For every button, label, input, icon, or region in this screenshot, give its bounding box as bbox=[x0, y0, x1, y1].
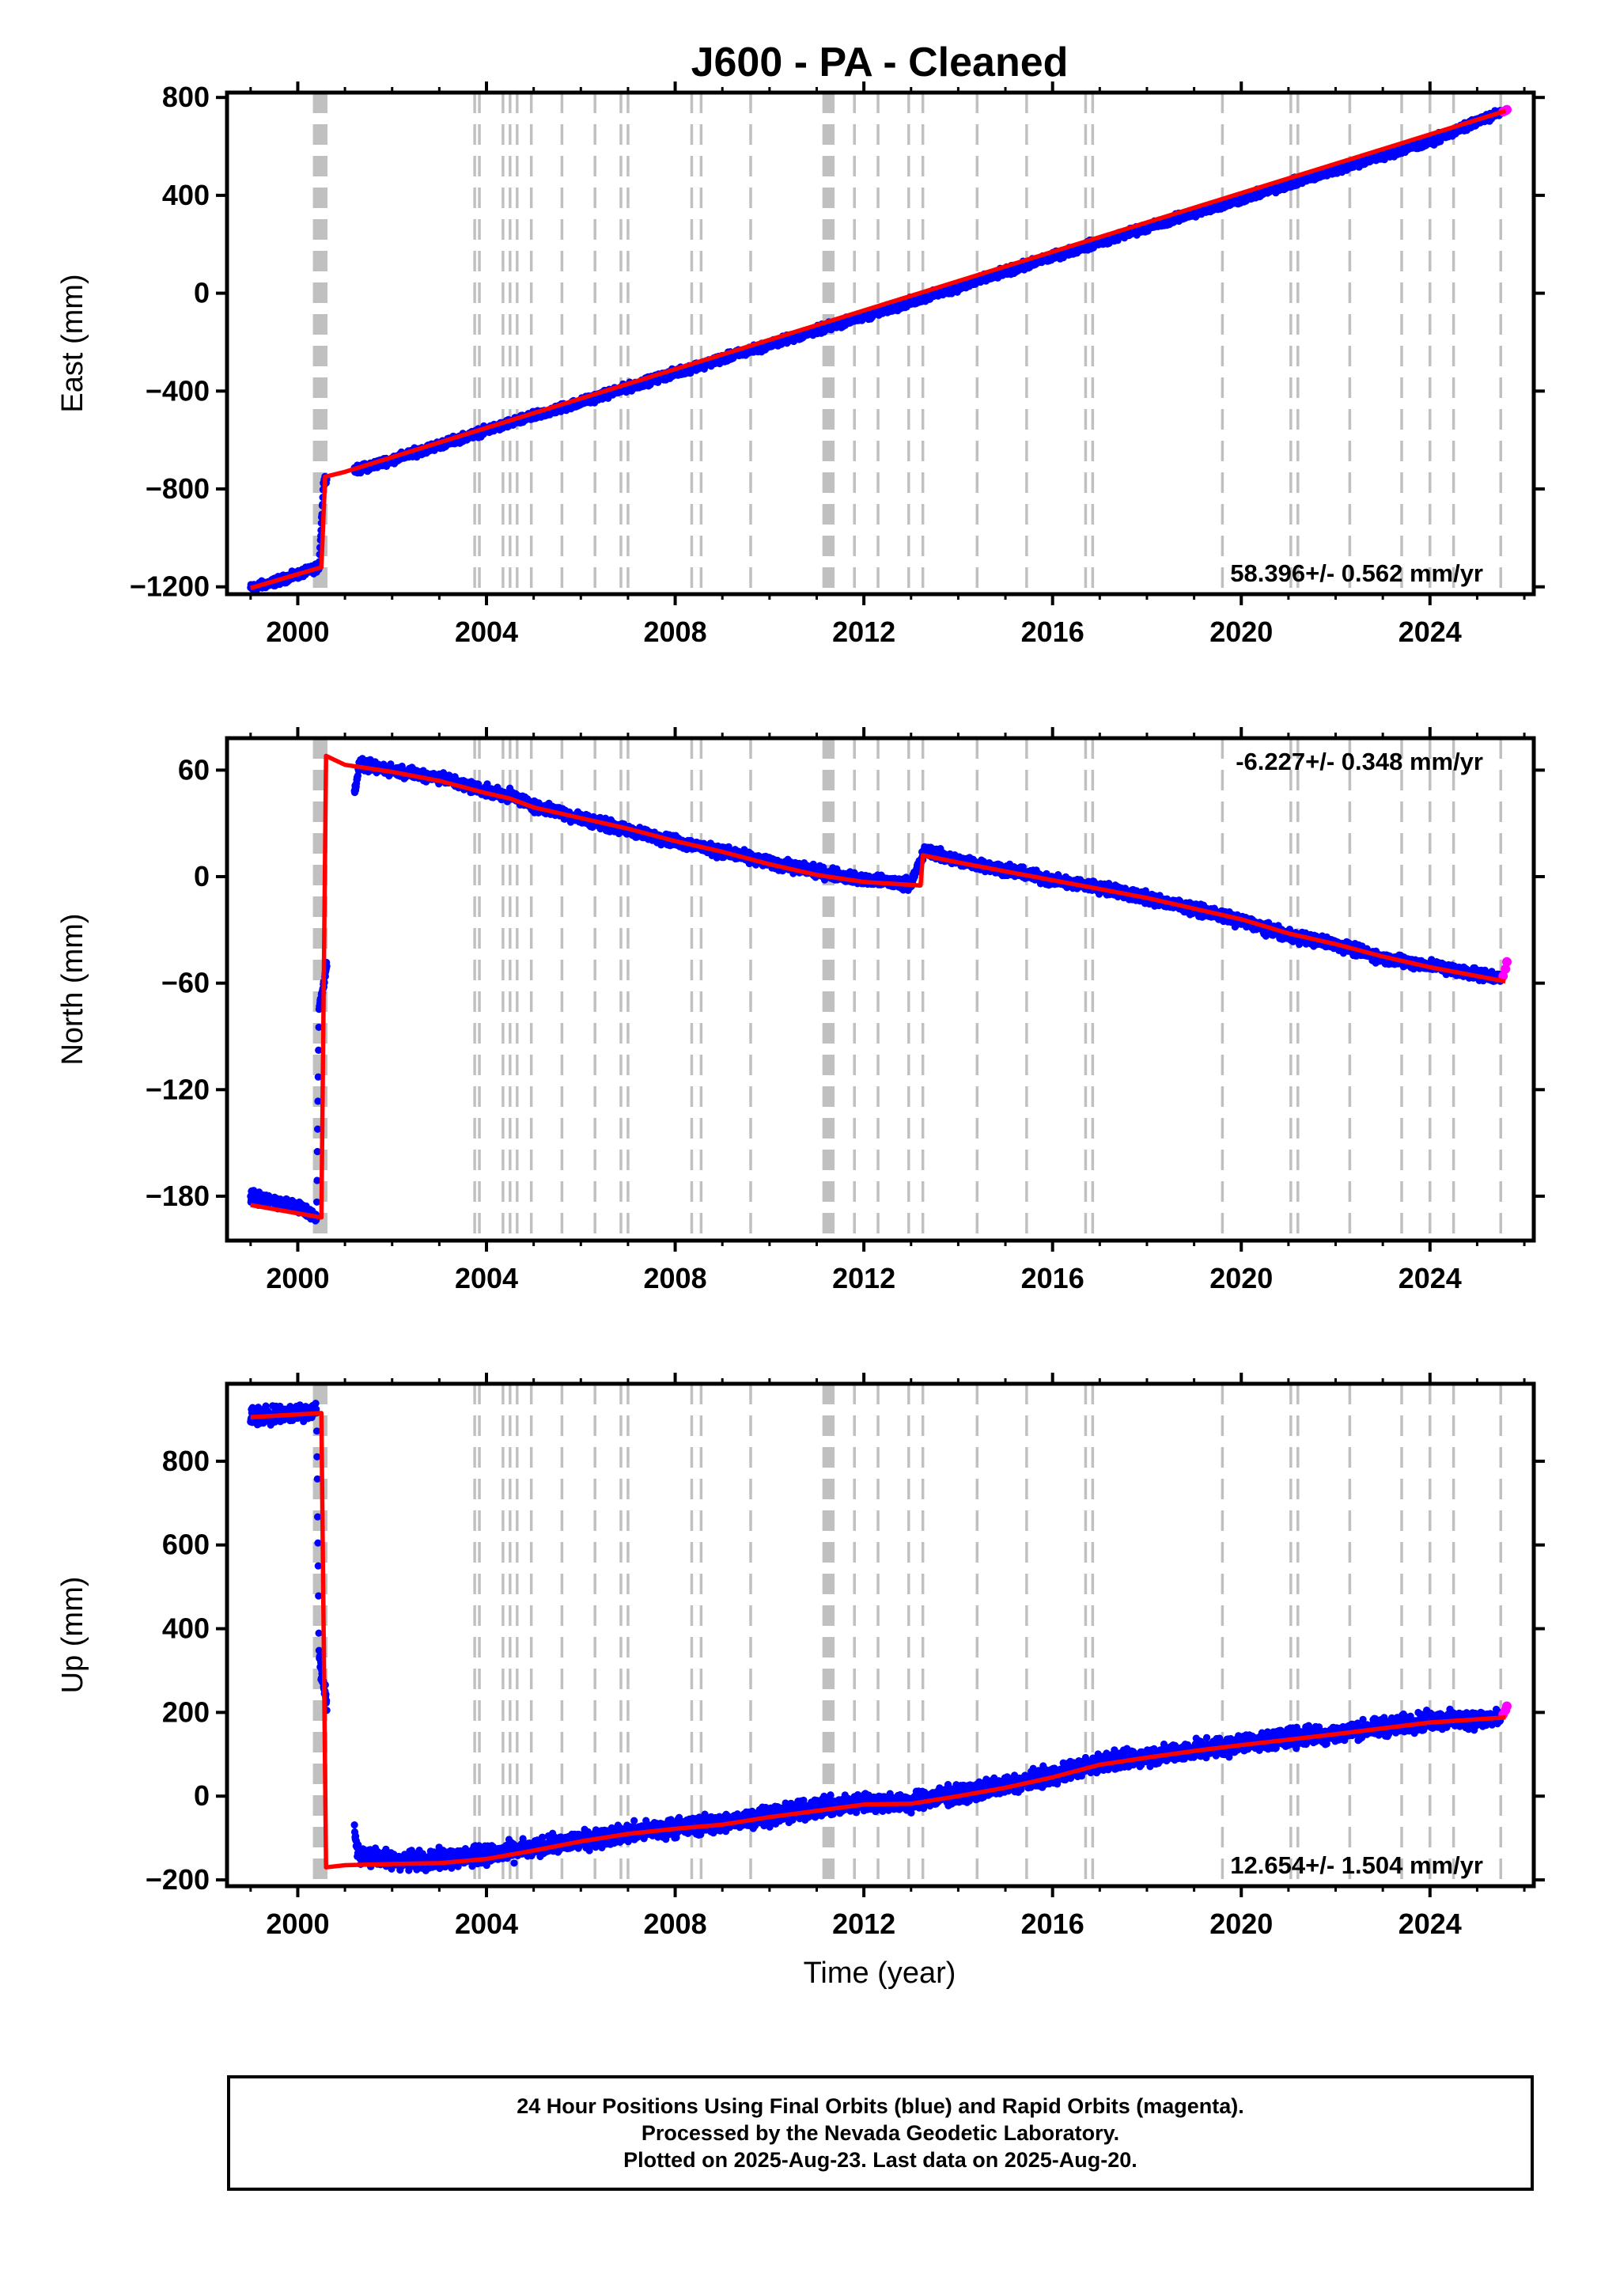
final-orbit-point bbox=[313, 1198, 321, 1206]
final-orbit-point bbox=[314, 1097, 322, 1105]
x-tick-label: 2016 bbox=[1021, 616, 1084, 648]
y-axis-label: East (mm) bbox=[56, 274, 89, 412]
plot-area bbox=[247, 93, 1512, 594]
panel-east: 800 400 0 −400 −800 −1200 2000 2004 2008 2012 2016… bbox=[56, 81, 1545, 648]
plot-area bbox=[247, 738, 1512, 1241]
final-orbit-point bbox=[314, 1073, 322, 1081]
x-tick-label: 2008 bbox=[644, 616, 707, 648]
final-orbit-point bbox=[315, 1046, 323, 1054]
y-tick-label: 800 bbox=[162, 81, 210, 113]
y-tick-label: −400 bbox=[146, 374, 210, 407]
final-orbit-point bbox=[313, 1176, 321, 1184]
final-orbit-point bbox=[313, 1147, 321, 1156]
model-line bbox=[250, 108, 1507, 590]
chart-title: J600 - PA - Cleaned bbox=[691, 40, 1069, 85]
y-tick-label: −1200 bbox=[130, 570, 210, 603]
final-orbit-point bbox=[315, 1023, 323, 1031]
x-tick-label: 2020 bbox=[1209, 616, 1273, 648]
rate-label: 58.396+/- 0.562 mm/yr bbox=[1230, 559, 1483, 587]
y-tick-label: −800 bbox=[146, 472, 210, 505]
y-tick-label: 400 bbox=[162, 179, 210, 211]
final-orbit-point bbox=[314, 1125, 322, 1133]
x-tick-label: 2000 bbox=[266, 616, 329, 648]
plot-frame bbox=[225, 90, 1536, 597]
x-tick-label: 2012 bbox=[832, 616, 895, 648]
x-tick-label: 2004 bbox=[455, 616, 518, 648]
x-tick-label: 2024 bbox=[1399, 616, 1462, 648]
y-tick-label: 0 bbox=[194, 277, 210, 309]
